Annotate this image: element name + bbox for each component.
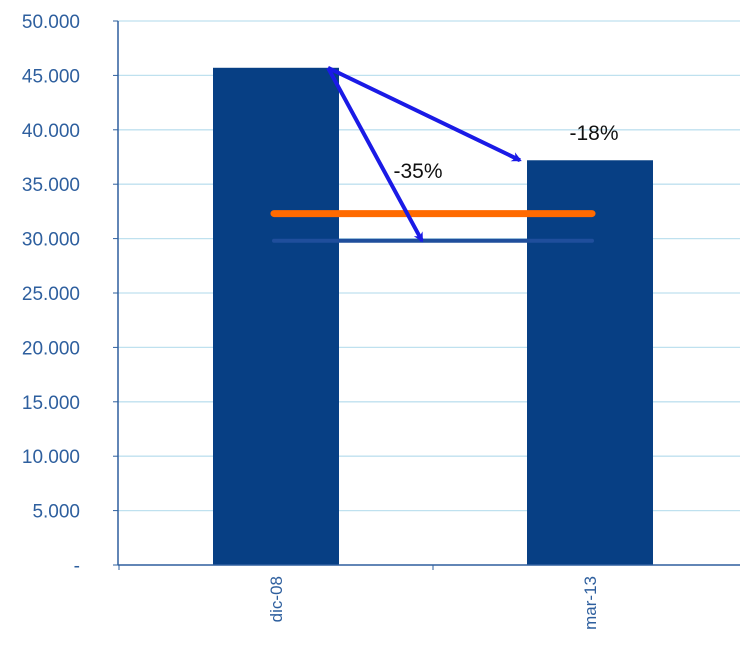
bar-dic-08: [213, 67, 339, 565]
y-tick-label: 50.000: [22, 12, 80, 33]
y-tick-label: 25.000: [22, 284, 80, 305]
reference-lines: [270, 210, 596, 243]
x-axis-ticks: dic-08 mar-13: [118, 565, 600, 630]
y-tick-label: 20.000: [22, 338, 80, 359]
y-tick-label: -: [74, 556, 80, 577]
y-tick-label: 30.000: [22, 230, 80, 251]
annotation-labels: -35% -18%: [393, 122, 618, 183]
y-tick-label: 35.000: [22, 175, 80, 196]
bar-mar-13: [527, 160, 653, 565]
y-tick-label: 10.000: [22, 447, 80, 468]
change-arrow: [327, 65, 522, 163]
y-tick-label: 45.000: [22, 66, 80, 87]
x-tick-label: mar-13: [581, 576, 600, 630]
percent-change-label: -18%: [569, 122, 618, 145]
y-tick-label: 15.000: [22, 393, 80, 414]
x-tick-label: dic-08: [267, 576, 286, 622]
y-tick-label: 40.000: [22, 121, 80, 142]
bars: [213, 67, 653, 565]
change-arrow: [326, 66, 424, 243]
y-tick-label: 5.000: [32, 502, 80, 523]
y-axis-ticks: - 5.000 10.000 15.000 20.000 25.000 30.000 35.0…: [22, 12, 118, 577]
change-arrows: [326, 65, 522, 243]
percent-change-label: -35%: [393, 160, 442, 183]
